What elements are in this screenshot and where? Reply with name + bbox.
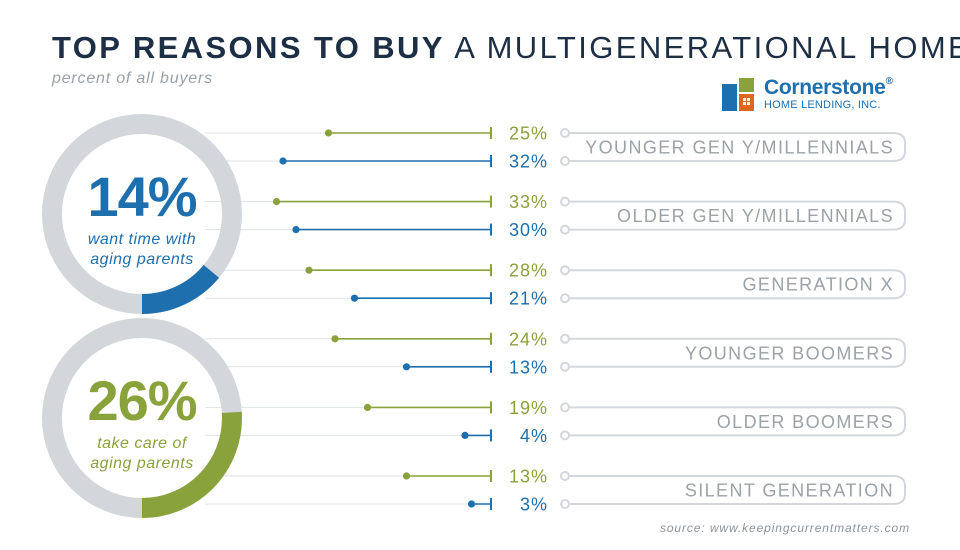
connector-circle-green-2 <box>560 265 570 276</box>
value-label-blue-1: 30% <box>509 220 548 240</box>
connector-circle-blue-2 <box>560 293 570 304</box>
chart-title-bold: TOP REASONS TO BUY <box>52 30 445 65</box>
group-bracket-2 <box>570 269 906 300</box>
value-label-blue-3: 13% <box>509 357 548 377</box>
logo-name-text: Cornerstone <box>764 76 886 99</box>
value-dot-blue-2 <box>350 294 359 302</box>
group-label-5: SILENT GENERATION <box>685 481 894 501</box>
donut-caption-line2-1: aging parents <box>90 455 193 472</box>
value-label-blue-0: 32% <box>509 152 548 172</box>
value-dot-blue-5 <box>467 500 476 508</box>
value-dot-green-5 <box>402 472 411 480</box>
donut-arc-1 <box>42 318 242 518</box>
logo-trademark: ® <box>885 76 893 87</box>
value-label-green-4: 19% <box>509 398 548 418</box>
donut-percent-0: 14% <box>87 165 196 228</box>
chart-title-light: A MULTIGENERATIONAL HOME <box>454 30 960 65</box>
value-dot-green-4 <box>363 403 372 411</box>
value-dot-green-2 <box>305 266 313 274</box>
connector-circle-blue-4 <box>560 430 570 441</box>
group-bracket-1 <box>570 200 906 231</box>
connector-circle-blue-0 <box>560 156 570 166</box>
value-dot-blue-3 <box>402 363 411 371</box>
group-bracket-0 <box>570 132 906 162</box>
chart-title: TOP REASONS TO BUY A MULTIGENERATIONAL H… <box>52 30 960 66</box>
value-dot-blue-4 <box>461 431 469 439</box>
connector-circle-green-0 <box>560 128 570 138</box>
group-label-1: OLDER GEN Y/MILLENNIALS <box>617 206 894 226</box>
connector-circle-green-1 <box>560 196 570 207</box>
donut-arc-0 <box>42 114 242 314</box>
group-bracket-4 <box>570 406 906 437</box>
donut-caption-line1-0: want time with <box>88 231 196 248</box>
value-label-blue-2: 21% <box>509 289 548 309</box>
group-bracket-3 <box>570 337 906 368</box>
chart-subtitle: percent of all buyers <box>52 70 213 87</box>
connector-circle-green-4 <box>560 402 570 413</box>
group-label-0: YOUNGER GEN Y/MILLENNIALS <box>585 138 894 158</box>
value-label-green-5: 13% <box>509 467 548 487</box>
value-dot-green-1 <box>272 198 281 206</box>
connector-circle-blue-1 <box>560 224 570 235</box>
connector-circle-green-3 <box>560 333 570 344</box>
connector-circle-green-5 <box>560 471 570 481</box>
donut-caption-line1-1: take care of <box>97 435 188 452</box>
value-label-blue-4: 4% <box>520 426 548 446</box>
connector-circle-blue-5 <box>560 499 570 509</box>
value-label-green-3: 24% <box>509 329 548 349</box>
group-bracket-5 <box>570 475 906 505</box>
value-label-green-0: 25% <box>509 124 548 144</box>
connector-circle-blue-3 <box>560 361 570 372</box>
logo-name: Cornerstone® <box>764 76 893 100</box>
value-dot-green-3 <box>331 335 339 343</box>
source-note: source: www.keepingcurrentmatters.com <box>659 521 910 535</box>
donut-caption-line2-0: aging parents <box>90 251 193 268</box>
donut-percent-1: 26% <box>87 369 196 432</box>
value-label-green-2: 28% <box>509 261 548 281</box>
value-dot-blue-0 <box>279 157 287 165</box>
value-dot-blue-1 <box>292 226 300 234</box>
logo-tagline: HOME LENDING, INC. <box>764 99 881 111</box>
cornerstone-logo: Cornerstone® HOME LENDING, INC. <box>722 76 912 114</box>
group-label-2: GENERATION X <box>743 275 894 295</box>
value-label-blue-5: 3% <box>520 495 548 515</box>
value-label-green-1: 33% <box>509 192 548 212</box>
house-logo-icon <box>722 78 754 111</box>
group-label-4: OLDER BOOMERS <box>717 412 894 432</box>
group-label-3: YOUNGER BOOMERS <box>685 343 894 363</box>
value-dot-green-0 <box>324 129 333 137</box>
